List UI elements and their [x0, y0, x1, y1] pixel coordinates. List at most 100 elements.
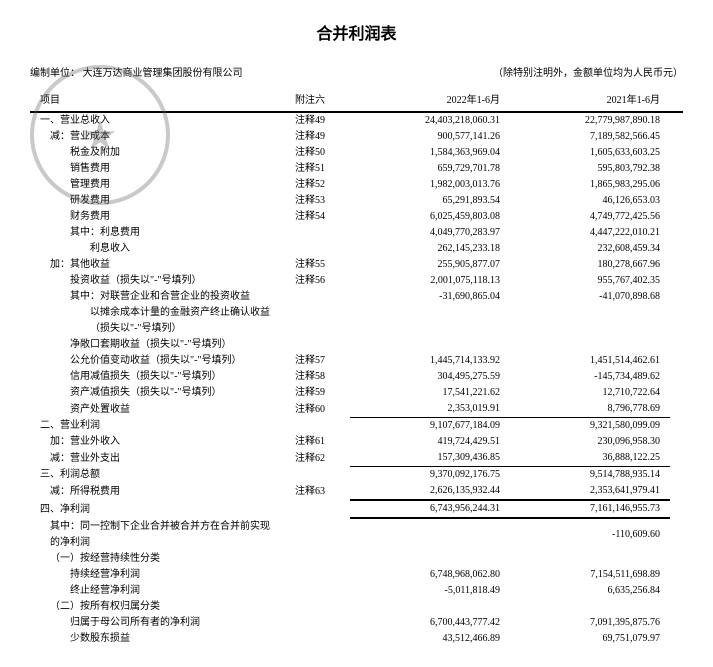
row-item: 净敞口套期收益（损失以"-"号填列） — [30, 337, 270, 353]
table-row: 减：营业成本注释49900,577,141.267,189,582,566.45 — [30, 129, 683, 145]
row-item: （一）按经营持续性分类 — [30, 551, 270, 567]
row-value-2022: 1,584,363,969.04 — [350, 145, 510, 161]
row-item: 少数股东损益 — [30, 631, 270, 647]
header-row: 编制单位： 大连万达商业管理集团股份有限公司 （除特别注明外，金额单位均为人民币… — [30, 64, 683, 81]
row-note: 注释52 — [270, 177, 350, 193]
row-value-2021: 36,888,122.25 — [510, 450, 670, 467]
company-label: 编制单位： — [30, 68, 80, 79]
row-value-2022: 24,403,218,060.31 — [350, 113, 510, 129]
row-note: 注释59 — [270, 385, 350, 401]
row-item: 加：营业外收入 — [30, 434, 270, 450]
table-row: 净敞口套期收益（损失以"-"号填列） — [30, 337, 683, 353]
row-item: 信用减值损失（损失以"-"号填列） — [30, 369, 270, 385]
row-value-2021: 1,605,633,603.25 — [510, 145, 670, 161]
row-value-2022: 2,353,019.91 — [350, 401, 510, 418]
row-value-2021: 4,749,772,425.56 — [510, 209, 670, 225]
row-item: 资产减值损失（损失以"-"号填列） — [30, 385, 270, 401]
row-value-2022: 262,145,233.18 — [350, 241, 510, 257]
row-value-2021: 7,091,395,875.76 — [510, 615, 670, 631]
row-value-2021: 7,154,511,698.89 — [510, 567, 670, 583]
row-item: 销售费用 — [30, 161, 270, 177]
row-item: 利息收入 — [30, 241, 270, 257]
table-row: 减：所得税费用注释632,626,135,932.442,353,641,979… — [30, 483, 683, 500]
table-row: （一）按经营持续性分类 — [30, 551, 683, 567]
row-value-2022: 900,577,141.26 — [350, 129, 510, 145]
row-value-2021: 7,161,146,955.73 — [510, 500, 670, 519]
row-value-2021: 6,635,256.84 — [510, 583, 670, 599]
row-value-2021: 595,803,792.38 — [510, 161, 670, 177]
row-note: 注释49 — [270, 129, 350, 145]
row-value-2021: 232,608,459.34 — [510, 241, 670, 257]
row-value-2021: 9,321,580,099.09 — [510, 418, 670, 434]
table-row: 研发费用注释5365,291,893.5446,126,653.03 — [30, 193, 683, 209]
row-item: 管理费用 — [30, 177, 270, 193]
row-item: 减：营业外支出 — [30, 451, 270, 467]
row-item: 以摊余成本计量的金融资产终止确认收益（损失以"-"号填列） — [30, 305, 270, 337]
row-value-2022: 4,049,770,283.97 — [350, 225, 510, 241]
row-value-2021: 230,096,958.30 — [510, 434, 670, 450]
row-value-2022: 6,700,443,777.42 — [350, 615, 510, 631]
row-note: 注释57 — [270, 353, 350, 369]
table-row: 管理费用注释521,982,003,013.761,865,983,295.06 — [30, 177, 683, 193]
row-value-2021: 12,710,722.64 — [510, 385, 670, 401]
row-item: 财务费用 — [30, 209, 270, 225]
row-value-2022: 2,626,135,932.44 — [350, 483, 510, 500]
table-row: 归属于母公司所有者的净利润6,700,443,777.427,091,395,8… — [30, 615, 683, 631]
row-value-2022: 2,001,075,118.13 — [350, 273, 510, 289]
row-value-2022: 6,025,459,803.08 — [350, 209, 510, 225]
table-row: 一、营业总收入注释4924,403,218,060.3122,779,987,8… — [30, 113, 683, 129]
table-row: 销售费用注释51659,729,701.78595,803,792.38 — [30, 161, 683, 177]
row-value-2021: 955,767,402.35 — [510, 273, 670, 289]
row-note: 注释63 — [270, 484, 350, 500]
row-value-2021: 46,126,653.03 — [510, 193, 670, 209]
table-row: 以摊余成本计量的金融资产终止确认收益（损失以"-"号填列） — [30, 305, 683, 337]
row-value-2021: 9,514,788,935.14 — [510, 467, 670, 483]
row-item: 其中：利息费用 — [30, 225, 270, 241]
row-value-2021: 4,447,222,010.21 — [510, 225, 670, 241]
row-note: 注释54 — [270, 209, 350, 225]
row-item: 加：其他收益 — [30, 257, 270, 273]
col-header-note: 附注六 — [270, 91, 350, 106]
table-row: 投资收益（损失以"-"号填列）注释562,001,075,118.13955,7… — [30, 273, 683, 289]
row-value-2022: 157,309,436.85 — [350, 450, 510, 467]
row-item: 资产处置收益 — [30, 402, 270, 418]
row-note: 注释58 — [270, 369, 350, 385]
table-row: 少数股东损益43,512,466.8969,751,079.97 — [30, 631, 683, 647]
table-row: （二）按所有权归属分类 — [30, 599, 683, 615]
row-item: 研发费用 — [30, 193, 270, 209]
row-value-2022: 6,748,968,062.80 — [350, 567, 510, 583]
table-row: 加：营业外收入注释61419,724,429.51230,096,958.30 — [30, 434, 683, 450]
row-item: 公允价值变动收益（损失以"-"号填列） — [30, 353, 270, 369]
row-item: 税金及附加 — [30, 145, 270, 161]
table-body: 一、营业总收入注释4924,403,218,060.3122,779,987,8… — [30, 113, 683, 647]
table-row: 资产处置收益注释602,353,019.918,796,778.69 — [30, 401, 683, 418]
row-item: 持续经营净利润 — [30, 567, 270, 583]
row-value-2022: 17,541,221.62 — [350, 385, 510, 401]
table-row: 利息收入 262,145,233.18232,608,459.34 — [30, 241, 683, 257]
table-row: 二、营业利润9,107,677,184.099,321,580,099.09 — [30, 418, 683, 434]
row-note: 注释61 — [270, 434, 350, 450]
table-row: 其中：同一控制下企业合并被合并方在合并前实现的净利润-110,609.60 — [30, 519, 683, 551]
row-value-2022: -31,690,865.04 — [350, 289, 510, 305]
row-item: 其中：对联营企业和合营企业的投资收益 — [30, 289, 270, 305]
row-item: 其中：同一控制下企业合并被合并方在合并前实现的净利润 — [30, 519, 270, 551]
row-value-2021: 7,189,582,566.45 — [510, 129, 670, 145]
row-value-2021: -41,070,898.68 — [510, 289, 670, 305]
row-value-2021: 22,779,987,890.18 — [510, 113, 670, 129]
row-value-2021: 69,751,079.97 — [510, 631, 670, 647]
row-value-2021: 180,278,667.96 — [510, 257, 670, 273]
company-name: 大连万达商业管理集团股份有限公司 — [83, 68, 243, 79]
unit-note: （除特别注明外，金额单位均为人民币元） — [493, 64, 683, 79]
table-header: 项目 附注六 2022年1-6月 2021年1-6月 — [30, 86, 683, 113]
table-row: 持续经营净利润 6,748,968,062.807,154,511,698.89 — [30, 567, 683, 583]
row-value-2022: 255,905,877.07 — [350, 257, 510, 273]
row-note: 注释50 — [270, 145, 350, 161]
row-item: 终止经营净利润 — [30, 583, 270, 599]
table-row: 税金及附加注释501,584,363,969.041,605,633,603.2… — [30, 145, 683, 161]
row-note: 注释51 — [270, 161, 350, 177]
row-note: 注释53 — [270, 193, 350, 209]
table-row: 其中：利息费用 4,049,770,283.974,447,222,010.21 — [30, 225, 683, 241]
row-item: 二、营业利润 — [30, 418, 270, 434]
row-value-2022: 9,370,092,176.75 — [350, 467, 510, 483]
row-value-2022: 419,724,429.51 — [350, 434, 510, 450]
